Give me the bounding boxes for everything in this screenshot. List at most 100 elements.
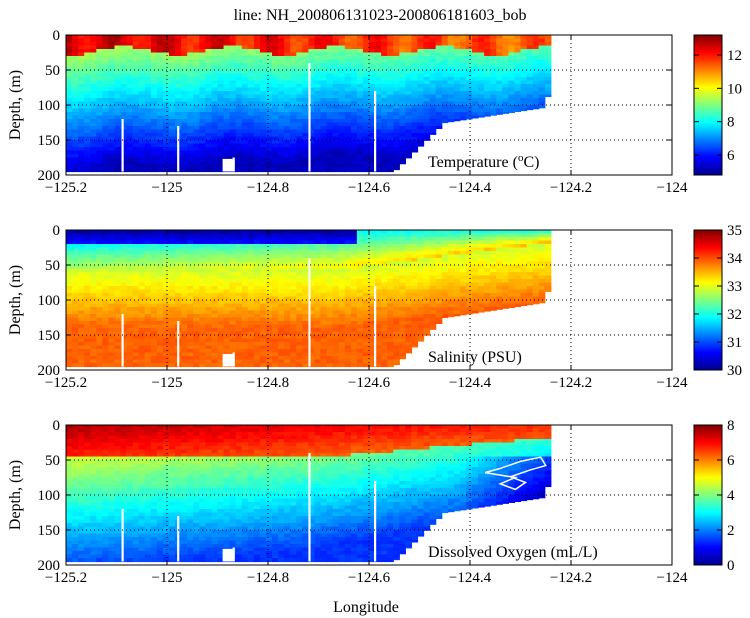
heatmap-cell — [278, 230, 285, 235]
heatmap-cell — [229, 94, 237, 99]
heatmap-cell — [78, 73, 85, 78]
heatmap-cell — [356, 303, 364, 308]
heatmap-cell — [381, 136, 388, 141]
heatmap-cell — [223, 272, 231, 277]
heatmap-cell — [126, 98, 134, 103]
heatmap-cell — [247, 80, 255, 85]
heatmap-cell — [375, 164, 382, 169]
heatmap-cell — [84, 112, 91, 117]
heatmap-cell — [350, 77, 358, 82]
heatmap-cell — [120, 321, 128, 326]
heatmap-cell — [96, 164, 103, 169]
heatmap-cell — [120, 136, 128, 141]
heatmap-cell — [278, 321, 285, 326]
heatmap-cell — [320, 251, 328, 256]
heatmap-cell — [532, 38, 540, 43]
heatmap-cell — [181, 244, 188, 249]
heatmap-cell — [314, 331, 322, 336]
heatmap-cell — [150, 42, 158, 47]
heatmap-cell — [108, 56, 116, 61]
heatmap-cell — [447, 101, 455, 106]
heatmap-cell — [223, 38, 231, 43]
heatmap-cell — [326, 38, 334, 43]
heatmap-cell — [217, 147, 225, 152]
heatmap-cell — [144, 115, 152, 120]
heatmap-cell — [356, 168, 364, 173]
heatmap-cell — [393, 122, 400, 127]
heatmap-cell — [78, 300, 85, 305]
heatmap-cell — [393, 42, 400, 47]
heatmap-cell — [387, 157, 394, 162]
heatmap-cell — [369, 91, 376, 96]
heatmap-cell — [217, 126, 225, 131]
heatmap-cell — [284, 129, 291, 134]
heatmap-cell — [205, 328, 213, 333]
heatmap-cell — [66, 49, 73, 54]
heatmap-cell — [175, 300, 182, 305]
heatmap-cell — [211, 77, 219, 82]
heatmap-cell — [217, 254, 225, 259]
heatmap-cell — [108, 115, 116, 120]
heatmap-cell — [84, 307, 91, 312]
heatmap-cell — [72, 126, 79, 131]
heatmap-cell — [132, 324, 140, 329]
heatmap-cell — [350, 240, 358, 245]
heatmap-cell — [290, 293, 297, 298]
heatmap-cell — [520, 35, 528, 40]
heatmap-cell — [150, 63, 158, 68]
heatmap-cell — [108, 161, 116, 166]
heatmap-cell — [126, 161, 134, 166]
heatmap-cell — [223, 286, 231, 291]
heatmap-cell — [247, 115, 255, 120]
heatmap-cell — [302, 296, 309, 301]
heatmap-cell — [381, 356, 388, 361]
heatmap-cell — [369, 307, 376, 312]
heatmap-cell — [90, 254, 97, 259]
heatmap-cell — [199, 140, 206, 145]
heatmap-cell — [235, 133, 243, 138]
heatmap-cell — [187, 282, 194, 287]
heatmap-cell — [302, 35, 309, 40]
heatmap-cell — [247, 335, 255, 340]
heatmap-cell — [187, 328, 194, 333]
heatmap-cell — [429, 45, 437, 50]
heatmap-cell — [381, 133, 388, 138]
heatmap-cell — [241, 303, 249, 308]
heatmap-cell — [132, 265, 140, 270]
heatmap-cell — [423, 94, 431, 99]
heatmap-cell — [211, 272, 219, 277]
heatmap-cell — [120, 303, 128, 308]
heatmap-cell — [114, 87, 122, 92]
heatmap-cell — [320, 161, 328, 166]
heatmap-cell — [205, 147, 213, 152]
heatmap-cell — [78, 349, 85, 354]
heatmap-cell — [375, 261, 382, 266]
heatmap-cell — [326, 254, 334, 259]
heatmap-cell — [308, 157, 316, 162]
heatmap-cell — [344, 84, 352, 89]
heatmap-cell — [253, 157, 261, 162]
heatmap-cell — [247, 161, 255, 166]
heatmap-cell — [302, 272, 309, 277]
heatmap-cell — [162, 35, 170, 40]
heatmap-cell — [211, 356, 219, 361]
heatmap-cell — [393, 52, 400, 57]
heatmap-cell — [138, 352, 146, 357]
heatmap-cell — [375, 84, 382, 89]
heatmap-cell — [156, 157, 164, 162]
heatmap-cell — [217, 63, 225, 68]
heatmap-cell — [205, 133, 213, 138]
heatmap-cell — [302, 352, 309, 357]
heatmap-cell — [326, 310, 334, 315]
heatmap-cell — [284, 66, 291, 71]
heatmap-cell — [205, 251, 213, 256]
heatmap-cell — [96, 56, 103, 61]
heatmap-cell — [278, 105, 285, 110]
heatmap-cell — [350, 265, 358, 270]
heatmap-cell — [441, 98, 449, 103]
heatmap-cell — [84, 122, 91, 127]
panel-salinity: −125.2 −125 −124.8 −124.6 −124.4 −124.2 −12405… — [7, 223, 743, 391]
heatmap-cell — [393, 126, 400, 131]
heatmap-cell — [126, 45, 134, 50]
heatmap-cell — [314, 251, 322, 256]
